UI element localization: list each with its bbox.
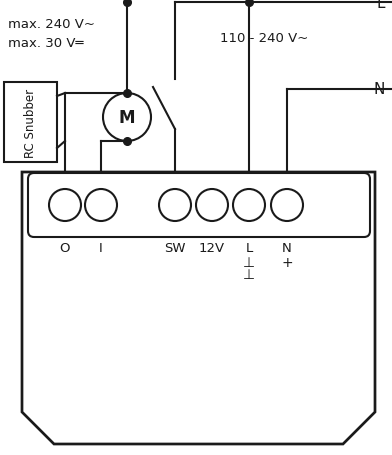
- Circle shape: [196, 190, 228, 222]
- Text: +: +: [281, 255, 293, 269]
- Circle shape: [85, 190, 117, 222]
- Circle shape: [49, 190, 81, 222]
- Text: O: O: [60, 242, 70, 254]
- Circle shape: [233, 190, 265, 222]
- Circle shape: [271, 190, 303, 222]
- Text: N: N: [282, 242, 292, 254]
- FancyBboxPatch shape: [28, 174, 370, 238]
- Text: N: N: [374, 82, 385, 97]
- Text: I: I: [99, 242, 103, 254]
- Polygon shape: [22, 172, 375, 444]
- Bar: [4, 83, 57, 162]
- Text: SW: SW: [164, 242, 186, 254]
- Text: M: M: [119, 109, 135, 127]
- Circle shape: [103, 94, 151, 142]
- Text: 110 - 240 V~: 110 - 240 V~: [220, 31, 309, 45]
- Text: RC Snubber: RC Snubber: [24, 88, 37, 157]
- Text: max. 240 V~
max. 30 V═: max. 240 V~ max. 30 V═: [8, 18, 95, 50]
- Text: ⊥: ⊥: [243, 268, 255, 281]
- Text: L: L: [245, 242, 252, 254]
- Text: ⊥: ⊥: [243, 255, 255, 269]
- Text: L: L: [376, 0, 385, 10]
- Circle shape: [159, 190, 191, 222]
- Text: 12V: 12V: [199, 242, 225, 254]
